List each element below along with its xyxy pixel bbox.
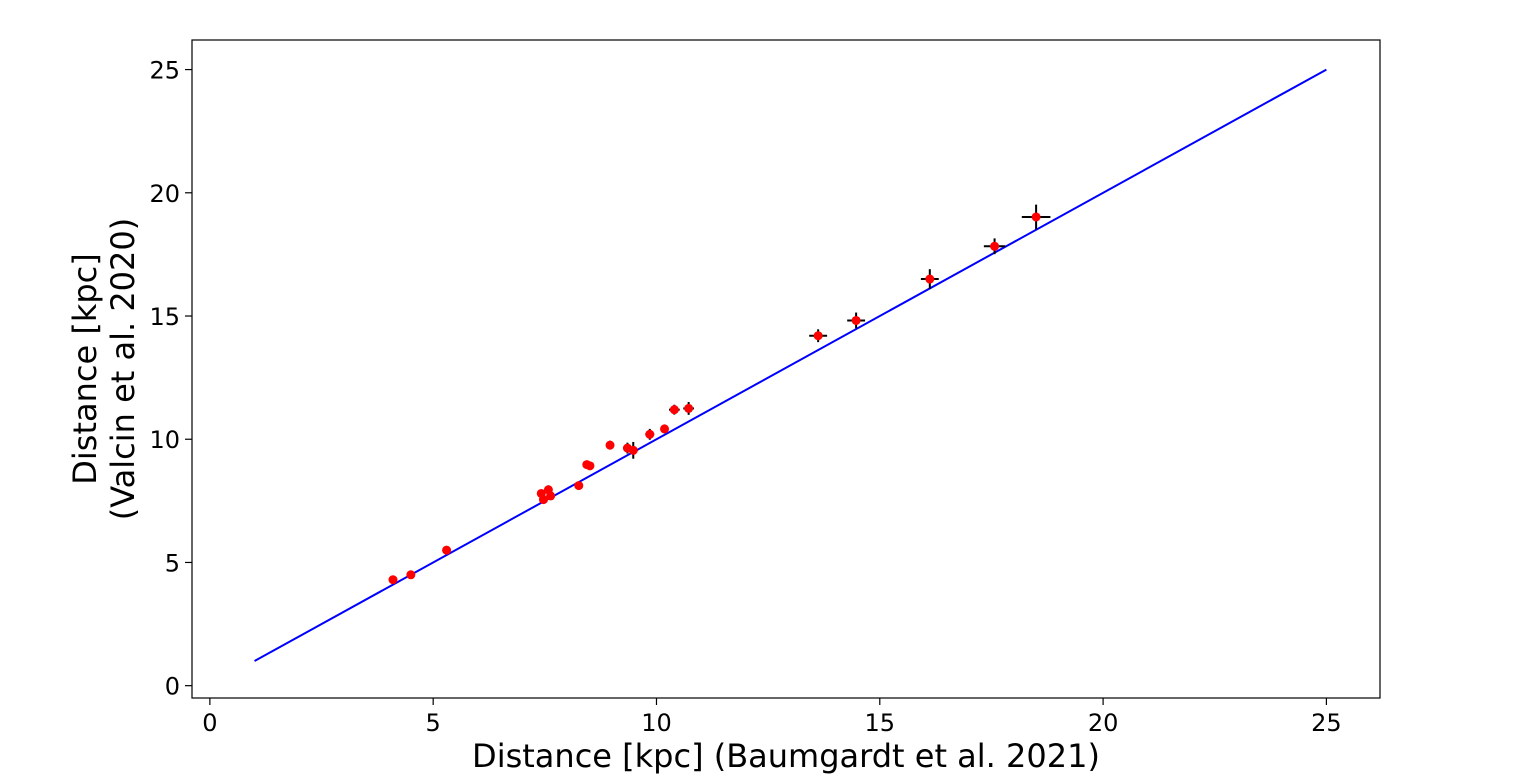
data-point (585, 461, 595, 471)
data-point (813, 331, 823, 341)
y-tick-label: 10 (149, 426, 180, 454)
x-tick-label: 25 (1311, 709, 1342, 737)
x-tick-label: 0 (202, 709, 217, 737)
data-point (628, 445, 638, 455)
data-point (388, 575, 398, 585)
data-point (538, 495, 548, 505)
one-to-one-line-layer (254, 68, 1327, 662)
data-point (925, 274, 935, 284)
one-to-one-line (254, 68, 1327, 662)
data-point (1031, 212, 1041, 222)
y-tick-label: 25 (149, 57, 180, 85)
data-point-layer (388, 212, 1041, 585)
x-tick-label: 15 (865, 709, 896, 737)
x-axis-label: Distance [kpc] (Baumgardt et al. 2021) (472, 737, 1100, 775)
y-tick-label: 5 (165, 549, 180, 577)
errorbar-layer (391, 204, 1051, 582)
data-point (605, 440, 615, 450)
data-point (660, 424, 670, 434)
x-axis-ticks: 0 5 10 15 20 25 (202, 698, 1342, 737)
data-point (406, 570, 416, 580)
data-point (684, 403, 694, 413)
data-point (851, 315, 861, 325)
y-tick-label: 0 (165, 673, 180, 701)
y-axis-label: Distance [kpc] (Valcin et al. 2020) (66, 218, 142, 521)
data-point (574, 481, 584, 491)
data-point (669, 405, 679, 415)
x-tick-label: 20 (1088, 709, 1119, 737)
data-point (990, 241, 1000, 251)
data-point (546, 491, 556, 501)
y-axis-label-line-2: (Valcin et al. 2020) (104, 218, 142, 521)
plot-frame (191, 39, 1381, 699)
data-point (645, 429, 655, 439)
data-point (442, 545, 452, 555)
y-tick-label: 15 (149, 303, 180, 331)
y-axis-ticks: 0 5 10 15 20 25 (149, 57, 192, 701)
y-axis-label-line-1: Distance [kpc] (66, 253, 104, 485)
y-tick-label: 20 (149, 180, 180, 208)
x-tick-label: 10 (641, 709, 672, 737)
x-tick-label: 5 (426, 709, 441, 737)
